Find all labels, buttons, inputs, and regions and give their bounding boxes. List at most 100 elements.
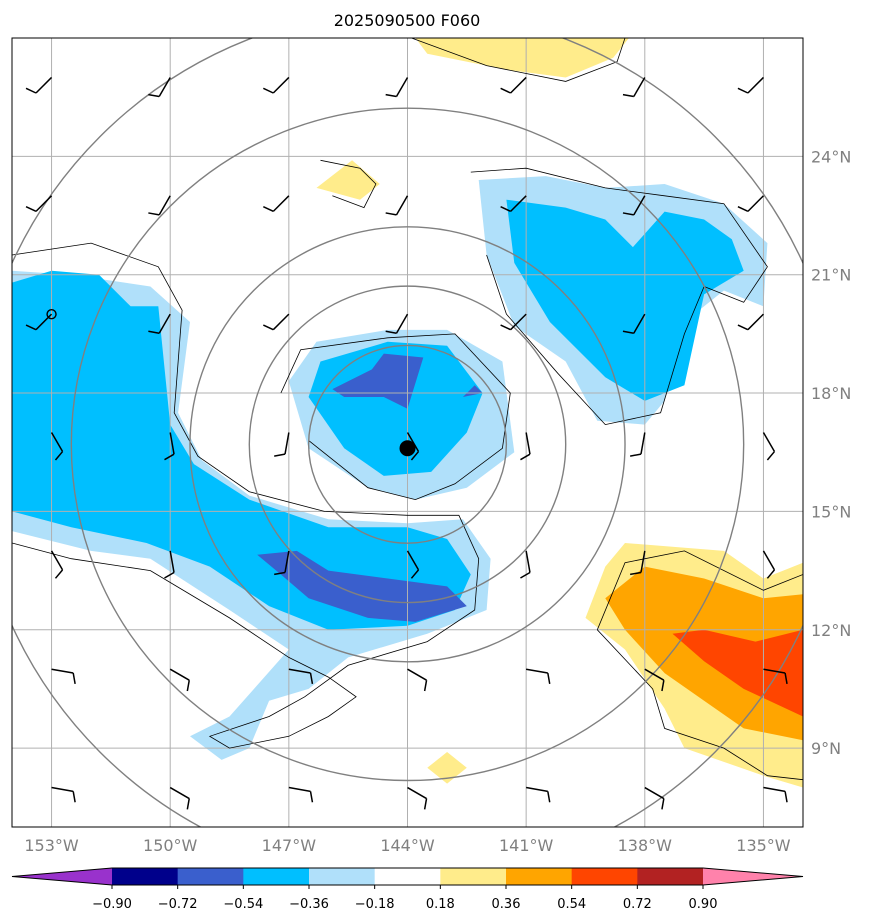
wind-barb-14 xyxy=(25,313,53,331)
contour-line-6 xyxy=(597,629,803,781)
wind-barb-staff xyxy=(158,195,171,216)
fill-region-4 xyxy=(308,341,483,476)
fill-region-11 xyxy=(427,752,467,784)
wind-barb-flag xyxy=(25,87,37,94)
wind-barb-staff xyxy=(406,550,420,571)
wind-barb-flag xyxy=(148,212,160,216)
fill-region-9 xyxy=(415,38,629,78)
wind-barb-staff xyxy=(35,195,53,212)
wind-barb-staff xyxy=(395,313,409,334)
wind-barb-flag xyxy=(410,451,420,461)
lon-tick-label: 150°W xyxy=(143,836,198,855)
wind-barb-flag xyxy=(661,798,665,810)
wind-barb-flag xyxy=(547,791,551,803)
wind-barb-45 xyxy=(407,786,428,810)
map-area xyxy=(11,37,804,828)
lat-tick-label: 12°N xyxy=(811,621,851,640)
wind-barb-staff xyxy=(633,195,646,216)
wind-barb-staff xyxy=(288,786,311,793)
wind-barb-flag xyxy=(148,93,160,98)
wind-barb-staff xyxy=(169,668,190,681)
wind-barb-38 xyxy=(407,668,428,692)
wind-barb-3 xyxy=(385,77,409,98)
colorbar-tick-label: 0.36 xyxy=(492,897,521,912)
wind-barb-0 xyxy=(25,76,53,94)
wind-barb-staff xyxy=(51,786,74,793)
colorbar-tick-label: −0.72 xyxy=(158,897,198,912)
wind-barb-9 xyxy=(263,195,290,213)
wind-barb-staff xyxy=(633,313,646,334)
wind-barb-staff xyxy=(395,195,409,216)
wind-barb-46 xyxy=(526,786,551,803)
wind-barb-20 xyxy=(737,313,764,331)
wind-barb-staff xyxy=(762,432,776,452)
wind-barb-flag xyxy=(148,330,160,334)
wind-barb-flag xyxy=(72,791,76,803)
wind-barb-22 xyxy=(164,432,175,461)
colorbar-segment xyxy=(571,868,638,885)
wind-barb-flag xyxy=(520,453,531,461)
wind-barb-30 xyxy=(274,550,290,576)
colorbar-segment xyxy=(440,868,507,885)
wind-barb-staff xyxy=(644,668,665,681)
colorbar-segment xyxy=(177,868,244,885)
wind-barb-43 xyxy=(169,786,190,810)
wind-barb-40 xyxy=(644,668,665,692)
range-ring-3 xyxy=(70,107,745,782)
wind-barb-staff xyxy=(525,550,531,573)
wind-barb-4 xyxy=(500,76,527,94)
colorbar-tick-label: 0.54 xyxy=(557,897,586,912)
wind-barb-47 xyxy=(644,786,665,810)
wind-barb-staff xyxy=(747,195,764,212)
contour-line-5 xyxy=(596,550,803,630)
wind-barb-staff xyxy=(50,550,64,571)
wind-barb-staff xyxy=(633,77,646,97)
wind-barb-staff xyxy=(158,313,171,334)
lat-tick-label: 18°N xyxy=(811,384,851,403)
wind-barb-flag xyxy=(410,569,420,579)
wind-barb-staff xyxy=(288,668,311,674)
open-circle-marker xyxy=(46,308,57,320)
wind-barb-48 xyxy=(763,786,788,803)
wind-barb-17 xyxy=(385,313,409,334)
wind-barb-flag xyxy=(500,87,511,94)
wind-barb-staff xyxy=(272,313,290,331)
wind-barb-flag xyxy=(520,571,531,579)
wind-barb-24 xyxy=(406,432,420,461)
fill-region-14 xyxy=(672,629,803,717)
wind-barb-flag xyxy=(274,571,286,576)
wind-barb-37 xyxy=(288,668,314,684)
wind-barb-flag xyxy=(263,87,274,94)
contour-line-2 xyxy=(470,167,768,426)
wind-barb-2 xyxy=(263,76,290,94)
wind-barb-flag xyxy=(423,798,428,810)
wind-barb-staff xyxy=(169,550,175,573)
wind-barb-flag xyxy=(766,569,776,579)
wind-barb-21 xyxy=(50,432,64,461)
wind-barb-flag xyxy=(309,791,314,803)
wind-barb-staff xyxy=(747,313,764,331)
colorbar-tick-label: −0.18 xyxy=(355,897,395,912)
contour-line-3 xyxy=(320,159,377,209)
wind-barb-25 xyxy=(520,432,531,461)
wind-barb-7 xyxy=(25,195,53,213)
wind-barb-flag xyxy=(186,680,190,692)
lon-tick-label: 153°W xyxy=(24,836,79,855)
range-ring-0 xyxy=(307,344,508,544)
colorbar-tick-label: 0.72 xyxy=(623,897,652,912)
colorbar-segment xyxy=(309,868,376,885)
lat-tick-label: 15°N xyxy=(811,502,851,521)
lon-tick-label: 141°W xyxy=(499,836,554,855)
wind-barb-staff xyxy=(526,668,548,674)
fill-region-5 xyxy=(506,199,744,401)
colorbar-extend-low xyxy=(12,868,112,885)
wind-barb-flag xyxy=(385,93,397,98)
lat-tick-label: 9°N xyxy=(811,739,841,758)
colorbar-segment xyxy=(374,868,441,885)
latitude-labels: 9°N 12°N 15°N 18°N 21°N 24°N xyxy=(811,147,851,758)
fill-region-7 xyxy=(462,385,483,397)
wind-barb-staff xyxy=(158,77,171,97)
wind-barb-flag xyxy=(630,453,642,457)
colorbar-tick-label: −0.36 xyxy=(289,897,329,912)
